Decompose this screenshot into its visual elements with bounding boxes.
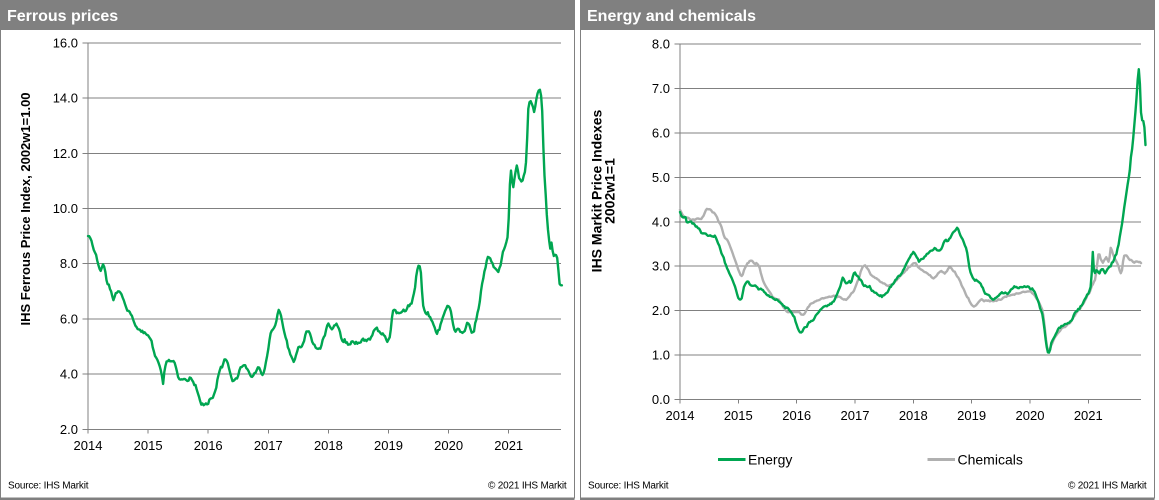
svg-text:2019: 2019 (374, 438, 403, 453)
svg-text:2021: 2021 (494, 438, 523, 453)
svg-text:2014: 2014 (74, 438, 103, 453)
svg-text:8.0: 8.0 (60, 256, 78, 271)
svg-text:14.0: 14.0 (53, 91, 78, 106)
svg-text:4.0: 4.0 (60, 367, 78, 382)
svg-text:2014: 2014 (666, 408, 695, 423)
svg-text:Source: IHS Markit: Source: IHS Markit (588, 481, 669, 492)
svg-text:2019: 2019 (957, 408, 986, 423)
svg-text:5.0: 5.0 (652, 170, 670, 185)
svg-text:IHS Markit Price Indexes: IHS Markit Price Indexes (589, 109, 605, 272)
svg-text:2020: 2020 (434, 438, 463, 453)
svg-text:Chemicals: Chemicals (958, 452, 1023, 468)
svg-text:0.0: 0.0 (652, 392, 670, 407)
svg-text:© 2021 IHS Markit: © 2021 IHS Markit (488, 481, 567, 492)
svg-text:12.0: 12.0 (53, 146, 78, 161)
svg-text:2015: 2015 (134, 438, 163, 453)
svg-text:6.0: 6.0 (60, 311, 78, 326)
svg-text:2.0: 2.0 (60, 422, 78, 437)
svg-text:IHS Ferrous Price Index, 2002w: IHS Ferrous Price Index, 2002w1=1.00 (18, 92, 33, 325)
svg-text:3.0: 3.0 (652, 259, 670, 274)
svg-text:2018: 2018 (314, 438, 343, 453)
svg-text:Energy and chemicals: Energy and chemicals (587, 8, 756, 25)
svg-text:2016: 2016 (194, 438, 223, 453)
svg-text:2015: 2015 (724, 408, 753, 423)
svg-text:2016: 2016 (782, 408, 811, 423)
svg-text:2020: 2020 (1016, 408, 1045, 423)
svg-text:2021: 2021 (1074, 408, 1103, 423)
svg-text:6.0: 6.0 (652, 126, 670, 141)
svg-text:Energy: Energy (748, 452, 792, 468)
svg-text:8.0: 8.0 (652, 37, 670, 52)
svg-text:2018: 2018 (899, 408, 928, 423)
svg-text:10.0: 10.0 (53, 201, 78, 216)
svg-text:Source: IHS Markit: Source: IHS Markit (8, 481, 89, 492)
svg-text:2002w1=1: 2002w1=1 (602, 158, 618, 224)
svg-text:16.0: 16.0 (53, 36, 78, 51)
svg-text:Ferrous prices: Ferrous prices (7, 8, 118, 25)
svg-text:1.0: 1.0 (652, 348, 670, 363)
svg-text:2017: 2017 (254, 438, 283, 453)
svg-text:4.0: 4.0 (652, 214, 670, 229)
svg-text:2017: 2017 (841, 408, 870, 423)
svg-text:2.0: 2.0 (652, 303, 670, 318)
svg-text:© 2021 IHS Markit: © 2021 IHS Markit (1068, 481, 1147, 492)
svg-text:7.0: 7.0 (652, 81, 670, 96)
